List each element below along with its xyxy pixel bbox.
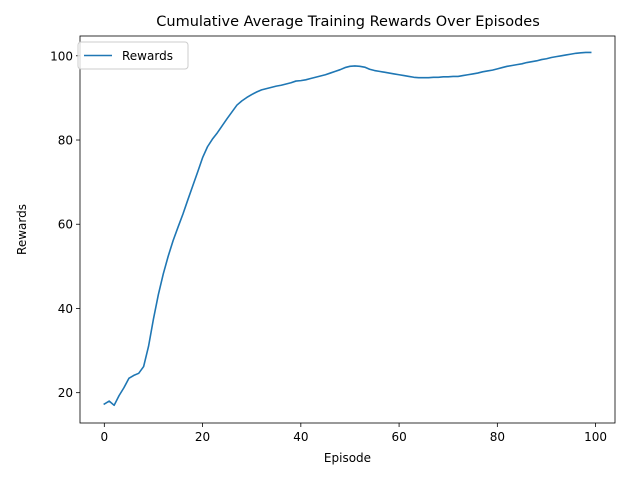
x-tick-label: 0 xyxy=(100,430,108,444)
y-tick-label: 80 xyxy=(58,134,73,148)
y-tick-label: 40 xyxy=(58,302,73,316)
x-tick-label: 60 xyxy=(391,430,406,444)
y-tick-label: 100 xyxy=(50,49,73,63)
x-tick-label: 40 xyxy=(293,430,308,444)
y-tick-label: 20 xyxy=(58,386,73,400)
x-tick-label: 80 xyxy=(490,430,505,444)
legend: Rewards xyxy=(77,41,189,70)
legend-box xyxy=(77,41,189,70)
y-tick-label: 60 xyxy=(58,218,73,232)
x-tick-label: 100 xyxy=(584,430,607,444)
tick-layer: 0 20 40 60 80 100 20 40 60 80 100 xyxy=(50,49,607,444)
y-axis-label: Rewards xyxy=(15,204,29,255)
plot-area-frame xyxy=(79,35,616,424)
x-tick-label: 20 xyxy=(195,430,210,444)
chart-title: Cumulative Average Training Rewards Over… xyxy=(156,14,540,30)
series-line-rewards xyxy=(103,51,592,407)
legend-label-rewards: Rewards xyxy=(122,49,173,63)
x-axis-label: Episode xyxy=(324,451,371,465)
